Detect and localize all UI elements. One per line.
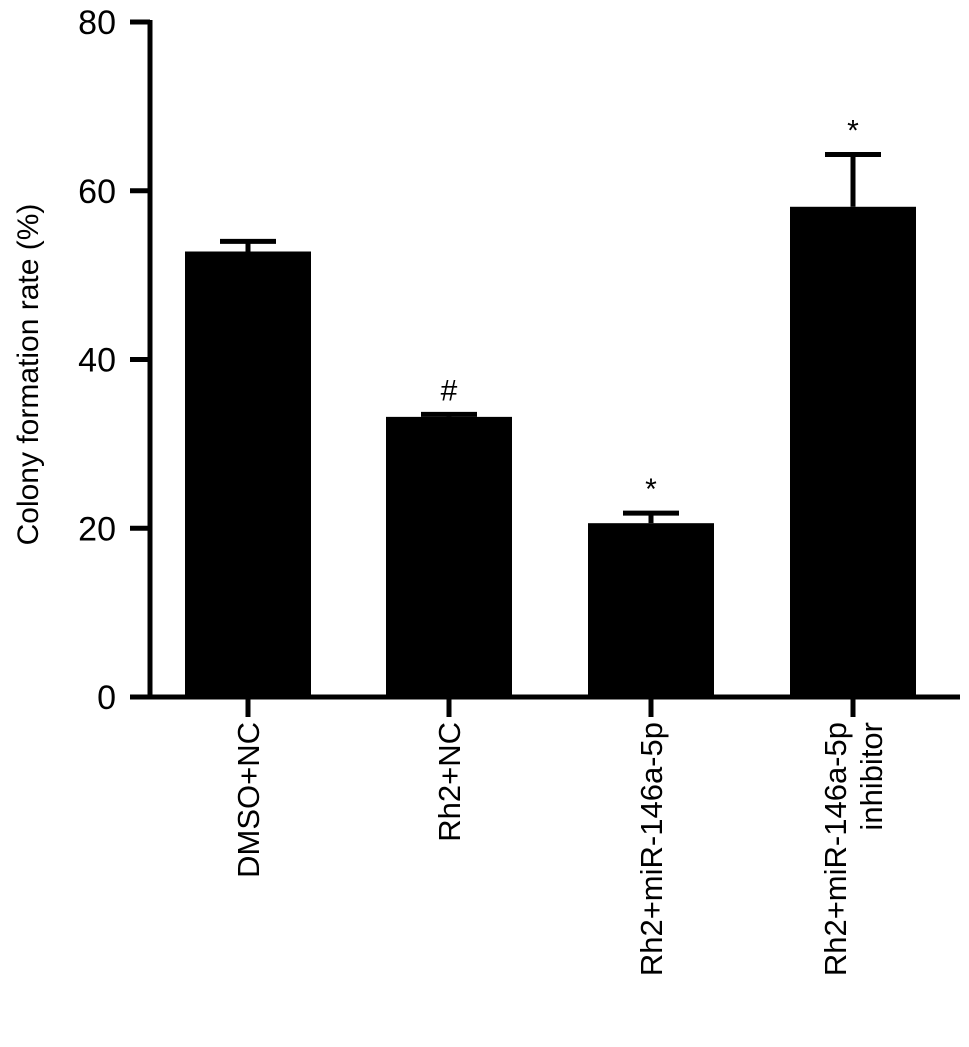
y-tick-label: 20	[78, 510, 116, 548]
bars	[185, 206, 916, 697]
bar	[790, 206, 916, 697]
y-axis: 0 20 40 60 80	[78, 4, 153, 717]
category-labels: DMSO+NC Rh2+NC Rh2+miR-146a-5p Rh2+miR-146a…	[231, 722, 889, 976]
y-tick-label: 80	[78, 4, 116, 42]
asterisk-annotation: *	[847, 114, 859, 147]
bar	[185, 251, 311, 697]
y-tick-label: 0	[97, 679, 116, 717]
y-tick-label: 40	[78, 342, 116, 380]
x-category-label: inhibitor	[854, 722, 889, 831]
x-category-label: DMSO+NC	[231, 722, 266, 878]
significance-annotations: # * *	[441, 114, 860, 506]
hash-annotation: #	[441, 374, 458, 407]
x-axis	[147, 694, 960, 717]
y-axis-title: Colony formation rate (%)	[12, 204, 45, 546]
x-category-label: Rh2+miR-146a-5p	[818, 722, 853, 976]
x-category-label: Rh2+NC	[432, 722, 467, 842]
y-tick-label: 60	[78, 173, 116, 211]
bar	[588, 523, 714, 697]
bar	[386, 416, 512, 697]
error-bars	[220, 151, 881, 524]
asterisk-annotation: *	[645, 473, 657, 506]
x-category-label: Rh2+miR-146a-5p	[634, 722, 669, 976]
